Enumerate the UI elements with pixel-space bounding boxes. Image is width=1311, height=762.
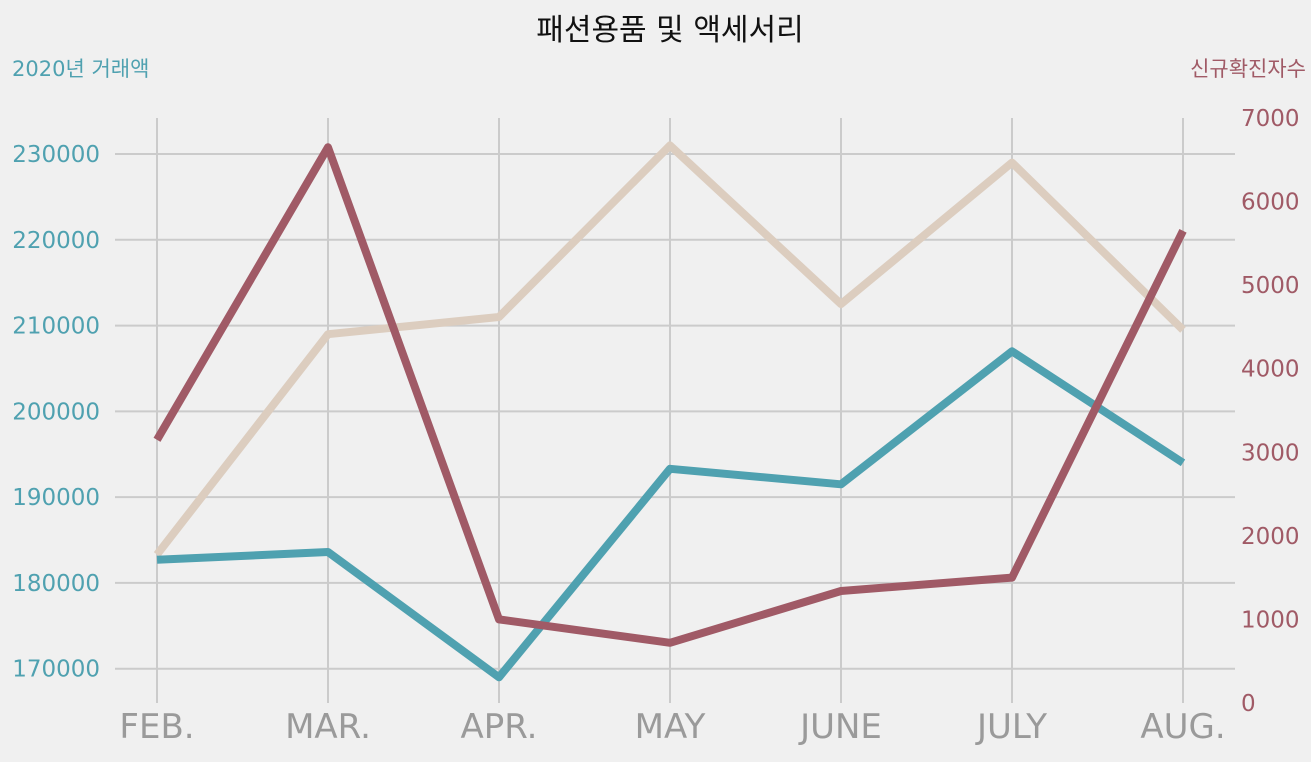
right-tick-label: 4000 — [1241, 357, 1300, 383]
right-axis-label: 신규확진자수 — [1190, 57, 1306, 81]
x-tick-label: FEB. — [119, 707, 194, 747]
x-tick-label: MAY — [635, 707, 706, 747]
left-tick-label: 220000 — [12, 228, 100, 254]
x-tick-label: JULY — [975, 707, 1047, 747]
x-tick-label: AUG. — [1140, 707, 1225, 747]
x-tick-label: MAR. — [285, 707, 371, 747]
left-tick-label: 230000 — [12, 142, 100, 168]
right-tick-label: 3000 — [1241, 440, 1300, 466]
x-tick-label: JUNE — [798, 707, 882, 747]
left-tick-label: 200000 — [12, 399, 100, 425]
label-layer: 패션용품 및 액세서리 2020년 거래액 신규확진자수 FEB. MAR. APR… — [12, 13, 1306, 747]
series-layer — [153, 141, 1187, 682]
x-tick-label: APR. — [461, 707, 538, 747]
left-tick-label: 210000 — [12, 314, 100, 340]
left-tick-label: 190000 — [12, 485, 100, 511]
left-axis-label: 2020년 거래액 — [12, 57, 149, 81]
right-tick-label: 5000 — [1241, 273, 1300, 299]
right-tick-label: 7000 — [1241, 106, 1300, 132]
right-tick-label: 6000 — [1241, 190, 1300, 216]
left-tick-label: 180000 — [12, 571, 100, 597]
grid-layer — [115, 118, 1235, 703]
right-tick-label: 1000 — [1241, 607, 1300, 633]
left-tick-label: 170000 — [12, 657, 100, 683]
right-tick-label: 0 — [1241, 691, 1256, 717]
right-tick-label: 2000 — [1241, 524, 1300, 550]
chart-title: 패션용품 및 액세서리 — [536, 13, 803, 48]
